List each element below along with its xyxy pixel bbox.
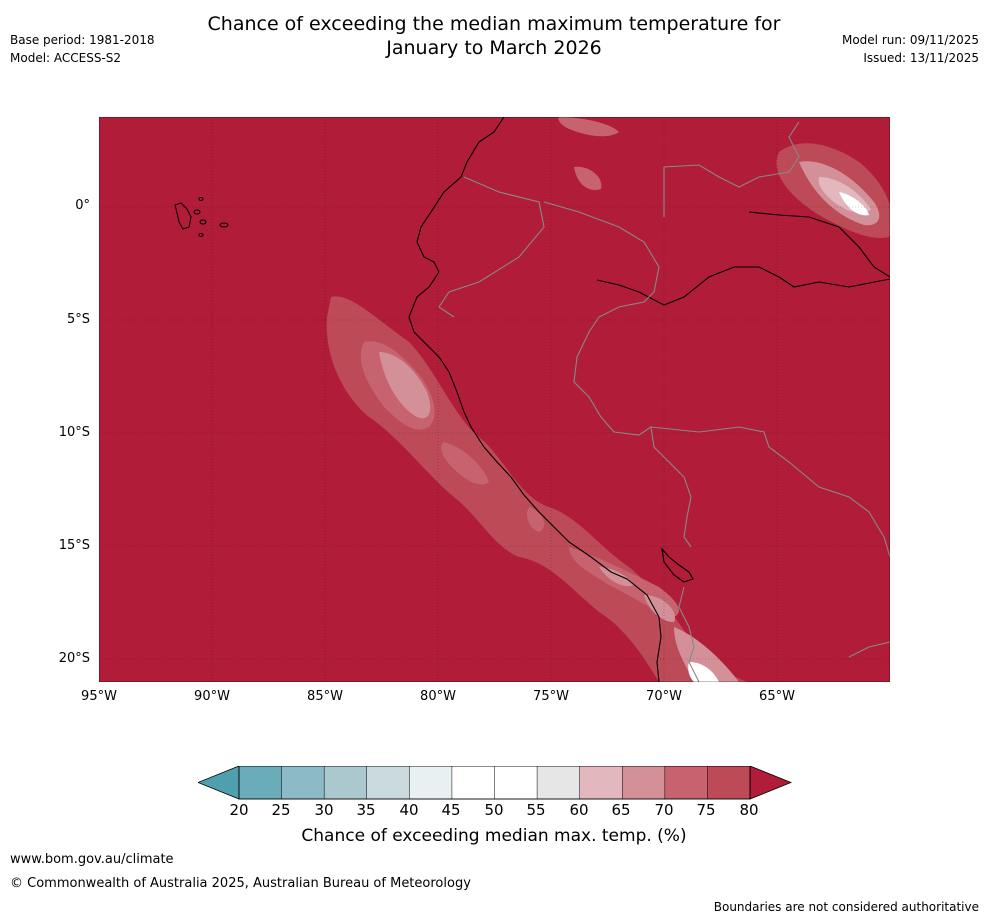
x-tick-2: 85°W — [307, 689, 343, 704]
y-tick-0: 0° — [75, 198, 90, 213]
colorbar-segment-3 — [366, 766, 411, 800]
x-tick-4: 75°W — [533, 689, 569, 704]
x-tick-1: 90°W — [194, 689, 230, 704]
colorbar-tick-5: 45 — [441, 801, 461, 819]
title-line-2: January to March 2026 — [386, 37, 602, 59]
colorbar-tick-9: 65 — [611, 801, 631, 819]
issued-date: Issued: 13/11/2025 — [863, 51, 979, 65]
colorbar-tick-8: 60 — [569, 801, 589, 819]
galapagos-islands — [174, 197, 229, 237]
colorbar-segment-11 — [707, 766, 751, 800]
x-tick-0: 95°W — [81, 689, 117, 704]
x-tick-6: 65°W — [759, 689, 795, 704]
colorbar-tick-12: 80 — [739, 801, 759, 819]
x-tick-5: 70°W — [646, 689, 682, 704]
upper-river — [748, 211, 890, 278]
forecast-map — [99, 117, 890, 682]
country-borders — [438, 121, 890, 682]
title-line-1: Chance of exceeding the median maximum t… — [207, 13, 781, 35]
colorbar-low-extend — [198, 766, 240, 800]
base-period: Base period: 1981-2018 — [10, 33, 155, 47]
colorbar-segment-9 — [622, 766, 666, 800]
colorbar-segment-2 — [323, 766, 368, 800]
y-tick-2: 10°S — [58, 425, 90, 440]
colorbar-tick-11: 75 — [696, 801, 716, 819]
meta-right: Model run: 09/11/2025 Issued: 13/11/2025 — [842, 31, 979, 67]
colorbar-tick-4: 40 — [399, 801, 419, 819]
colorbar-segment-10 — [664, 766, 709, 800]
colorbar-segment-6 — [494, 766, 538, 800]
colorbar-tick-0: 20 — [229, 801, 249, 819]
colorbar-tick-6: 50 — [484, 801, 504, 819]
colorbar — [198, 766, 792, 800]
central-anomaly — [574, 166, 602, 191]
y-tick-3: 15°S — [58, 538, 90, 553]
colorbar-segment-4 — [409, 766, 453, 800]
colorbar-tick-3: 35 — [356, 801, 376, 819]
colorbar-tick-7: 55 — [526, 801, 546, 819]
model-name: Model: ACCESS-S2 — [10, 51, 122, 65]
colorbar-tick-2: 30 — [314, 801, 334, 819]
colorbar-high-extend — [749, 766, 792, 800]
y-tick-1: 5°S — [66, 312, 90, 327]
northern-anomaly — [558, 117, 619, 137]
amazon-anomaly — [776, 143, 890, 238]
footer-url[interactable]: www.bom.gov.au/climate — [10, 852, 174, 867]
map-background — [99, 117, 890, 682]
footer-disclaimer: Boundaries are not considered authoritat… — [713, 900, 979, 914]
colorbar-segment-5 — [451, 766, 496, 800]
lake-titicaca — [661, 547, 694, 583]
map-gridlines — [99, 117, 890, 682]
meta-left: Base period: 1981-2018 Model: ACCESS-S2 — [10, 31, 155, 67]
coastline — [408, 117, 662, 682]
y-tick-4: 20°S — [58, 651, 90, 666]
footer-copyright: © Commonwealth of Australia 2025, Austra… — [10, 876, 471, 891]
colorbar-segment-8 — [579, 766, 624, 800]
colorbar-label: Chance of exceeding median max. temp. (%… — [301, 826, 687, 846]
coastal-anomaly-band — [326, 296, 749, 682]
amazon-river — [596, 266, 890, 306]
model-run: Model run: 09/11/2025 — [841, 33, 979, 47]
colorbar-tick-10: 70 — [654, 801, 674, 819]
chart-title: Chance of exceeding the median maximum t… — [0, 12, 988, 60]
colorbar-segment-7 — [536, 766, 581, 800]
x-tick-3: 80°W — [420, 689, 456, 704]
colorbar-tick-1: 25 — [271, 801, 291, 819]
colorbar-segment-0 — [238, 766, 283, 800]
colorbar-segment-1 — [281, 766, 325, 800]
